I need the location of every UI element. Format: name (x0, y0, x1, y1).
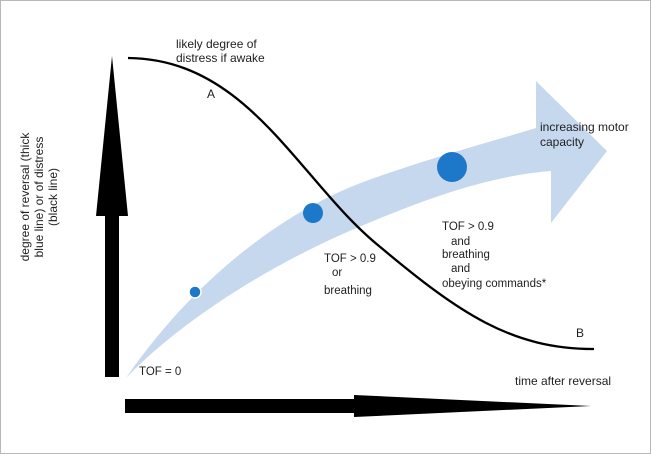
dot-large (437, 152, 467, 182)
distress-label-line2: distress if awake (176, 51, 265, 65)
right-condition-line2: and (451, 236, 471, 248)
y-axis-label: degree of reversal (thick blue line) or … (18, 92, 60, 302)
distress-curve (127, 56, 595, 351)
y-axis-label-line1: degree of reversal (thick (18, 132, 32, 262)
y-axis-arrow (96, 56, 128, 377)
motor-capacity-line2: capacity (540, 135, 585, 149)
dot-small (188, 285, 202, 299)
dot-medium (303, 203, 323, 223)
right-condition-line3: breathing (442, 249, 490, 261)
point-a-label: A (207, 87, 216, 101)
point-b-label: B (576, 326, 585, 340)
mid-condition-line2: or (332, 267, 343, 279)
x-axis-arrow (125, 395, 591, 417)
distress-label-line1: likely degree of (176, 37, 257, 51)
motor-capacity-line1: increasing motor (540, 120, 629, 134)
y-axis-label-line2: blue line) or of distress (32, 136, 46, 258)
mid-condition-line1: TOF > 0.9 (324, 253, 376, 265)
right-condition-line5: obeying commands* (442, 278, 547, 290)
mid-condition-line3: breathing (324, 285, 372, 297)
tof-zero-label: TOF = 0 (139, 366, 182, 378)
time-axis-label: time after reversal (515, 374, 612, 388)
right-condition-line4: and (451, 263, 471, 275)
y-axis-label-line3: (black line) (46, 167, 60, 227)
right-condition-line1: TOF > 0.9 (442, 221, 494, 233)
reversal-band-arrow (126, 81, 607, 378)
